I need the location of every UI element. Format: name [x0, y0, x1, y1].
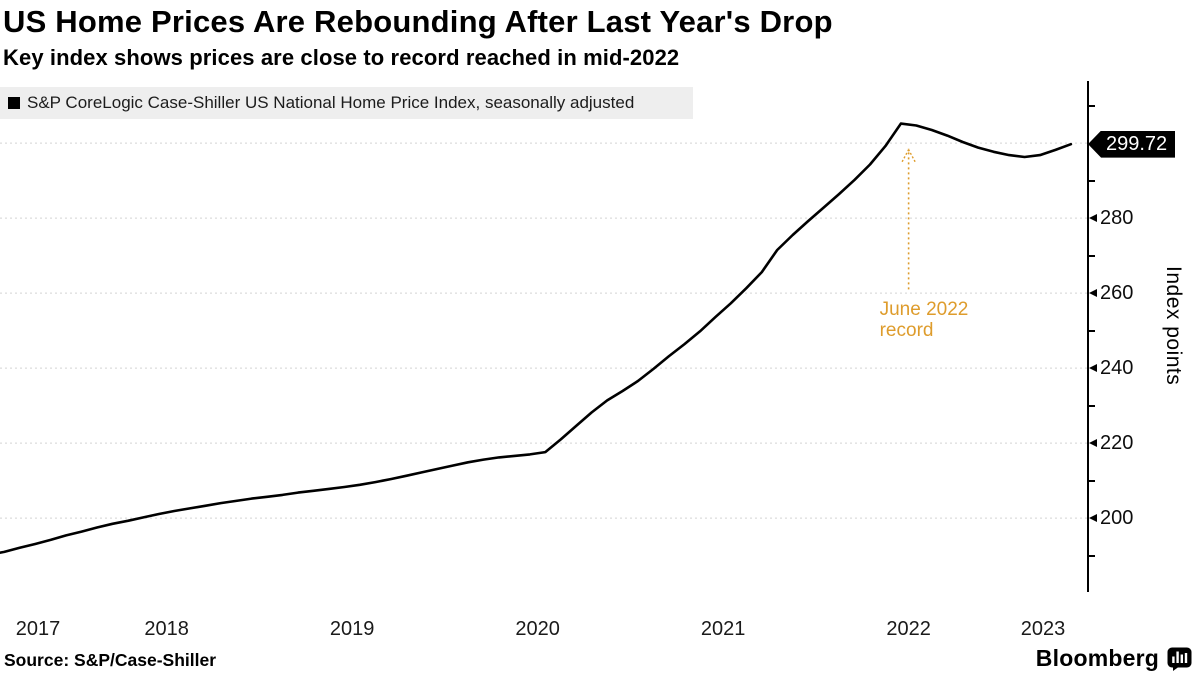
legend-swatch-icon [8, 97, 20, 109]
y-minor-tick [1088, 254, 1095, 257]
x-tick-label: 2021 [700, 618, 746, 640]
annotation-june-2022-record: June 2022 record [880, 299, 969, 341]
x-tick-label: 2019 [329, 618, 375, 640]
x-tick-label: 2020 [515, 618, 560, 640]
y-minor-tick [1088, 329, 1095, 332]
y-tick-label: 220 [1100, 432, 1134, 455]
page-title: US Home Prices Are Rebounding After Last… [3, 4, 833, 39]
y-tick-label: 260 [1100, 282, 1134, 305]
y-minor-tick [1088, 179, 1095, 182]
y-major-tick-icon [1089, 364, 1097, 373]
line-chart-plot [0, 122, 1088, 555]
x-tick-label: 2023 [1020, 618, 1066, 640]
x-tick-label: 2017 [15, 618, 61, 640]
y-axis-title: Index points [1162, 266, 1185, 386]
y-tick-label: 280 [1100, 207, 1134, 230]
y-tick-label: 240 [1100, 357, 1134, 380]
annotation-line: June 2022 [879, 299, 969, 321]
y-minor-tick [1088, 104, 1095, 107]
june-2022-arrowhead-icon [901, 149, 916, 163]
bloomberg-bars-icon [1167, 647, 1192, 671]
y-major-tick-icon [1089, 289, 1097, 298]
last-value-badge: 299.72 [1088, 130, 1176, 158]
y-major-tick-icon [1089, 214, 1097, 223]
y-tick-label: 200 [1100, 507, 1134, 530]
legend-label: S&P CoreLogic Case-Shiller US National H… [27, 93, 635, 112]
y-minor-tick [1088, 554, 1095, 557]
y-minor-tick [1088, 479, 1095, 482]
annotation-line: record [879, 320, 934, 342]
y-axis-line [1087, 81, 1089, 592]
x-tick-label: 2018 [144, 618, 189, 640]
x-tick-label: 2022 [886, 618, 931, 640]
bloomberg-wordmark: Bloomberg [1035, 645, 1159, 671]
price-index-line [0, 122, 1073, 555]
y-major-tick-icon [1089, 514, 1097, 523]
y-minor-tick [1088, 404, 1095, 407]
brand-logo: Bloomberg [1036, 645, 1192, 672]
page-subtitle: Key index shows prices are close to reco… [3, 45, 680, 70]
legend: S&P CoreLogic Case-Shiller US National H… [0, 87, 693, 119]
source-note: Source: S&P/Case-Shiller [4, 650, 217, 670]
y-major-tick-icon [1089, 439, 1097, 448]
